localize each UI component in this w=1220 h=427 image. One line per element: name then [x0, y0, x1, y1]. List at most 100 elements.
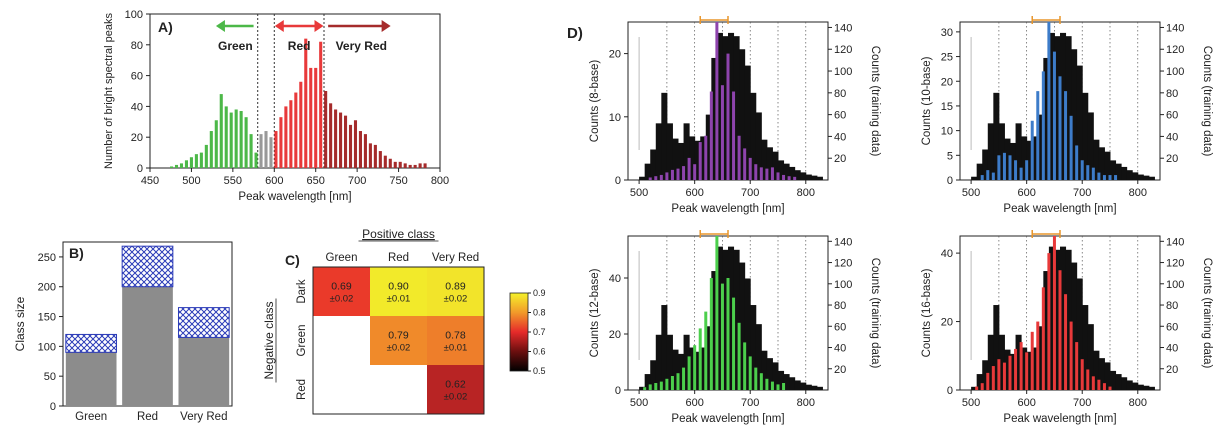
x-tick-label: 800	[797, 397, 815, 409]
training-bar	[733, 249, 740, 390]
training-bar	[1004, 138, 1011, 180]
x-tick-label: 700	[741, 187, 759, 199]
y-tick-label: 25	[941, 52, 953, 64]
training-bar	[1065, 36, 1072, 181]
x-tick-label: 500	[630, 397, 648, 409]
training-bar	[1015, 334, 1022, 390]
training-bar	[700, 347, 707, 390]
training-bar	[998, 334, 1005, 390]
x-axis-title: Peak wavelength [nm]	[671, 203, 784, 215]
bar	[1102, 383, 1106, 390]
training-bar	[761, 139, 768, 180]
bar	[782, 383, 786, 390]
bar	[1052, 236, 1056, 390]
heatmap-cell	[313, 267, 370, 316]
bar-hatched	[65, 333, 118, 353]
training-bar	[661, 305, 668, 390]
bar	[1064, 91, 1068, 180]
x-tick-label: 700	[741, 397, 759, 409]
x-tick-label: 600	[685, 187, 703, 199]
training-bar	[1026, 140, 1033, 180]
y-tick-label: 100	[125, 9, 143, 21]
training-bar	[987, 123, 994, 180]
bar-hatched	[121, 245, 174, 288]
colorbar-tick-label: 0.6	[533, 347, 546, 357]
y-tick-label: 10	[941, 126, 953, 138]
bar	[289, 100, 293, 168]
y-tick-label: 40	[609, 273, 621, 285]
bar	[388, 158, 392, 168]
bar	[1002, 152, 1006, 180]
y-tick-label: 20	[609, 49, 621, 61]
bar	[1080, 160, 1084, 180]
bar	[1008, 355, 1012, 390]
training-bar	[711, 271, 718, 390]
training-bar	[805, 384, 812, 390]
right-y-tick-label: 120	[1166, 44, 1184, 56]
training-bar	[794, 170, 801, 180]
training-bar	[711, 57, 718, 181]
training-bar	[971, 176, 978, 180]
x-tick-label: 800	[431, 175, 449, 187]
bar	[373, 144, 377, 168]
panel-d-subplot-1: 500 600 700 800 Peak wavelength [nm] 0 10 20 Cou…	[589, 16, 881, 215]
training-bar	[689, 347, 696, 390]
training-bar	[1132, 172, 1139, 180]
heatmap-frame	[312, 266, 485, 415]
bar	[693, 164, 697, 180]
training-bar	[1082, 92, 1089, 180]
colorbar-tick-label: 0.7	[533, 327, 546, 337]
training-bar	[1104, 362, 1111, 390]
training-bar	[1065, 249, 1072, 390]
bar	[1080, 359, 1084, 390]
heatmap-cell	[427, 316, 484, 365]
bar	[687, 157, 691, 180]
right-y-tick-label: 80	[1166, 88, 1178, 100]
bar	[770, 381, 774, 390]
bar	[269, 137, 273, 168]
bar	[1086, 369, 1090, 390]
x-axis-title: Peak wavelength [nm]	[1003, 203, 1116, 215]
right-y-tick-label: 100	[834, 279, 852, 291]
bar	[732, 297, 736, 390]
bar	[748, 157, 752, 180]
training-bar	[644, 163, 651, 180]
bar	[264, 131, 268, 168]
bar	[682, 166, 686, 180]
x-tick-label: 650	[307, 175, 325, 187]
arrow-head	[274, 20, 284, 32]
row-label: Green	[296, 325, 308, 357]
right-y-tick-label: 140	[1166, 236, 1184, 248]
left-y-axis-title: Counts (12-base)	[589, 268, 601, 357]
training-bar	[1121, 377, 1128, 390]
bar	[1014, 348, 1018, 390]
training-bar	[816, 386, 823, 390]
bar	[1091, 376, 1095, 390]
bar	[1008, 155, 1012, 180]
bar	[1058, 76, 1062, 180]
bar	[765, 168, 769, 180]
training-bar	[750, 305, 757, 390]
training-bar	[1098, 147, 1105, 180]
y-tick-label: 0	[137, 163, 143, 175]
y-tick-label: 0	[947, 175, 953, 187]
bar	[224, 106, 228, 168]
bar	[748, 356, 752, 390]
row-title: Negative class	[262, 301, 276, 379]
training-bar	[1043, 271, 1050, 390]
bar	[793, 176, 797, 180]
y-tick-label: 20	[941, 76, 953, 88]
left-y-axis-title: Counts (8-base)	[589, 60, 601, 143]
training-bar	[772, 362, 779, 390]
right-y-tick-label: 60	[834, 110, 846, 122]
bar	[1058, 270, 1062, 390]
training-bar	[678, 353, 685, 390]
training-bar	[982, 149, 989, 180]
bar	[334, 109, 338, 168]
training-bar	[739, 49, 746, 180]
training-bar	[976, 374, 983, 390]
right-y-tick-label: 20	[1166, 153, 1178, 165]
bar	[659, 174, 663, 180]
bar	[776, 384, 780, 390]
bar	[244, 117, 248, 168]
